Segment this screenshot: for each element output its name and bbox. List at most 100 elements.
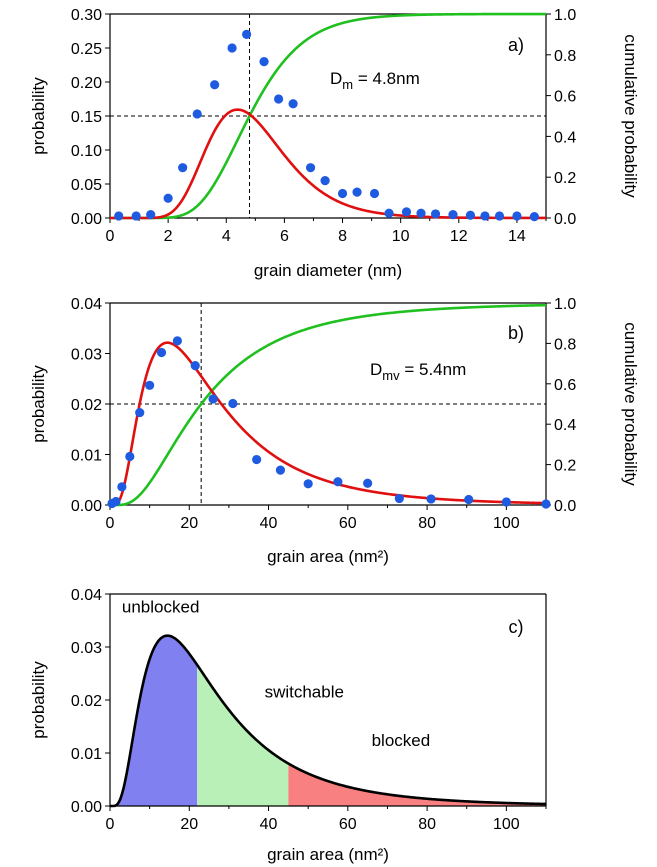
y-tick-label: 0.03 [71, 640, 102, 657]
annotation-main: D [330, 69, 342, 88]
data-point [135, 407, 145, 418]
data-point [145, 380, 155, 390]
region-unblocked [110, 635, 198, 806]
data-point [208, 394, 218, 404]
data-point [192, 109, 202, 119]
data-point [363, 478, 373, 488]
data-point [337, 188, 348, 199]
data-point [125, 451, 135, 462]
fit-curve [110, 108, 547, 220]
panel-label: c) [509, 617, 524, 637]
x-tick-label: 80 [418, 816, 436, 833]
y-tick-label: 0.20 [71, 75, 102, 92]
median-annotation: Dm = 4.8nm [330, 69, 420, 92]
data-point [178, 163, 188, 173]
data-point [114, 211, 124, 221]
x-tick-label: 14 [508, 228, 526, 245]
data-point [228, 398, 238, 409]
y2-tick-label: 1.0 [554, 296, 576, 313]
data-point [401, 207, 412, 217]
region-label-unblocked: unblocked [122, 598, 200, 617]
region-label-switchable: switchable [265, 682, 344, 701]
y-axis-label: probability [29, 365, 48, 443]
x-tick-label: 0 [106, 816, 115, 833]
x-tick-label: 0 [106, 228, 115, 245]
data-point [303, 479, 313, 489]
panel-b: 0 20 40 60 80 100 0.00 0.01 0.02 0.03 0.04 0.0 0.2 0.… [29, 296, 640, 566]
data-point [111, 496, 121, 507]
y-tick-label: 0.00 [71, 498, 102, 515]
panel-label: a) [508, 35, 524, 55]
y-axis-label: probability [29, 77, 48, 155]
y-tick-label: 0.04 [71, 296, 102, 313]
data-point [426, 494, 436, 504]
x-tick-label: 60 [339, 515, 357, 532]
y-tick-label: 0.01 [71, 746, 102, 763]
x-tick-label: 20 [180, 515, 198, 532]
data-point [117, 482, 127, 492]
y-tick-label: 0.10 [71, 143, 102, 160]
annotation-sub: m [342, 77, 353, 92]
panel-c: unblocked switchable blocked 0 20 40 60 80 100 0.… [29, 587, 547, 864]
y2-tick-label: 0.6 [554, 377, 576, 394]
x-tick-label: 40 [260, 515, 278, 532]
data-point [156, 347, 167, 358]
data-point [352, 187, 362, 197]
y-tick-label: 0.00 [71, 211, 102, 228]
data-point [512, 211, 522, 221]
y2-tick-label: 0.4 [554, 417, 576, 434]
y-tick-label: 0.03 [71, 347, 102, 364]
data-point [465, 210, 476, 220]
data-point [227, 43, 237, 53]
data-point [252, 454, 262, 465]
x-tick-label: 40 [260, 816, 278, 833]
data-point [305, 163, 316, 173]
data-point [146, 210, 156, 220]
annotation-rest: = 5.4nm [400, 360, 467, 379]
y-tick-label: 0.15 [71, 109, 102, 126]
x-tick-label: 80 [418, 515, 436, 532]
y2-tick-label: 1.0 [554, 7, 576, 24]
annotation-sub: mv [382, 368, 400, 383]
data-point [320, 176, 330, 186]
y-tick-label: 0.30 [71, 7, 102, 24]
x-tick-label: 0 [106, 515, 115, 532]
data-point [369, 188, 380, 199]
y2-tick-label: 0.0 [554, 211, 576, 228]
x-tick-label: 100 [493, 816, 520, 833]
y2-tick-label: 0.8 [554, 336, 576, 353]
y2-tick-label: 0.6 [554, 89, 576, 106]
data-point [529, 212, 539, 222]
data-point [131, 211, 141, 221]
annotation-main: D [370, 360, 382, 379]
y2-tick-label: 0.2 [554, 458, 576, 475]
y2-axis-label: cumulative probability [621, 34, 640, 198]
data-point [541, 499, 551, 509]
x-tick-label: 12 [450, 228, 468, 245]
y-axis-label: probability [29, 661, 48, 739]
data-point [259, 57, 269, 67]
data-point [430, 209, 441, 219]
data-point [501, 497, 511, 507]
region-blocked [288, 763, 546, 806]
x-tick-label: 2 [164, 228, 173, 245]
data-point [288, 99, 298, 109]
y-tick-label: 0.25 [71, 41, 102, 58]
data-point [494, 211, 505, 221]
annotation-rest: = 4.8nm [353, 69, 420, 88]
cumulative-curve [110, 303, 547, 507]
data-point [172, 336, 182, 346]
y-tick-label: 0.01 [71, 448, 102, 465]
data-point [242, 29, 252, 39]
x-tick-label: 20 [180, 816, 198, 833]
y2-tick-label: 0.8 [554, 48, 576, 65]
median-annotation: Dmv = 5.4nm [370, 360, 466, 383]
x-tick-label: 10 [392, 228, 410, 245]
data-point [275, 465, 286, 475]
x-tick-label: 4 [222, 228, 231, 245]
distribution-curve [110, 634, 547, 808]
x-tick-label: 8 [338, 228, 347, 245]
y2-tick-label: 0.2 [554, 170, 576, 187]
y-tick-label: 0.04 [71, 587, 102, 604]
